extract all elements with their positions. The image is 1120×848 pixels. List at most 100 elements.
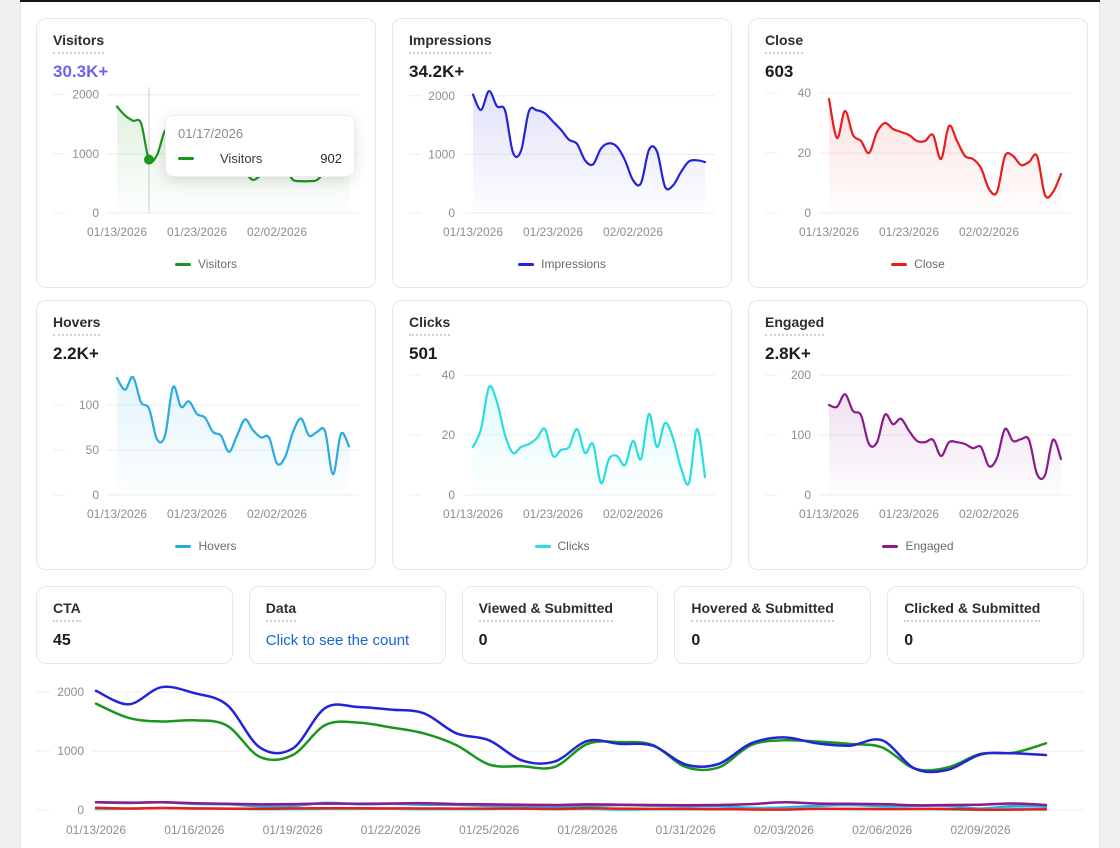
svg-text:02/02/2026: 02/02/2026 [603, 507, 663, 521]
svg-text:2000: 2000 [57, 685, 84, 699]
svg-text:01/28/2026: 01/28/2026 [557, 823, 617, 837]
svg-text:0: 0 [448, 206, 455, 220]
svg-text:02/02/2026: 02/02/2026 [959, 225, 1019, 239]
chart-legend[interactable]: Visitors [53, 257, 359, 273]
metric-card-close[interactable]: Close 603 40 20 0 01/13/2026 01/23/2026 02/02… [748, 18, 1088, 288]
card-title: Hovers [53, 314, 359, 337]
svg-text:01/13/2026: 01/13/2026 [799, 507, 859, 521]
svg-text:02/03/2026: 02/03/2026 [754, 823, 814, 837]
svg-text:02/09/2026: 02/09/2026 [950, 823, 1010, 837]
svg-text:01/13/2026: 01/13/2026 [443, 225, 503, 239]
svg-text:1000: 1000 [428, 148, 455, 162]
metric-value: 30.3K+ [53, 62, 109, 82]
metric-card-engaged[interactable]: Engaged 2.8K+ 200 100 0 01/13/2026 01/23/202… [748, 300, 1088, 570]
svg-text:1000: 1000 [72, 147, 99, 161]
legend-label: Close [914, 257, 945, 271]
svg-text:01/23/2026: 01/23/2026 [523, 225, 583, 239]
stat-card-value: 0 [904, 632, 914, 650]
svg-text:01/25/2026: 01/25/2026 [459, 823, 519, 837]
overview-chart-section: 2000 1000 0 01/13/2026 01/16/2026 01/19/2026 0… [36, 676, 1084, 846]
chart-legend[interactable]: Close [765, 257, 1071, 273]
card-title: Visitors [53, 32, 359, 55]
svg-text:01/23/2026: 01/23/2026 [167, 507, 227, 521]
card-title: Impressions [409, 32, 715, 55]
svg-text:50: 50 [86, 443, 100, 457]
legend-label: Engaged [905, 539, 954, 553]
stat-cards-row: CTA 45 Data Click to see the count Viewe… [36, 586, 1084, 664]
svg-text:01/23/2026: 01/23/2026 [879, 507, 939, 521]
stat-card-title: Hovered & Submitted [691, 600, 854, 623]
metric-line-chart[interactable]: 100 50 0 01/13/2026 01/23/2026 02/02/2026 [53, 367, 359, 525]
top-border-line [20, 0, 1100, 2]
svg-text:01/16/2026: 01/16/2026 [164, 823, 224, 837]
card-title: Close [765, 32, 1071, 55]
metric-card-impressions[interactable]: Impressions 34.2K+ 2000 1000 0 01/13/2026 01… [392, 18, 732, 288]
tooltip-series-dash [178, 157, 194, 160]
svg-text:0: 0 [804, 206, 811, 220]
tooltip-row: Visitors 902 [178, 151, 342, 166]
chart-tooltip: 01/17/2026 Visitors 902 [165, 115, 355, 177]
legend-label: Hovers [198, 539, 237, 553]
stat-card-data: Data Click to see the count [248, 586, 446, 664]
stat-card-value: 0 [691, 632, 701, 650]
legend-dash [174, 262, 191, 266]
metric-card-visitors[interactable]: Visitors 30.3K+ 2000 1000 0 01/13/2026 01/23… [36, 18, 376, 288]
svg-text:01/13/2026: 01/13/2026 [66, 823, 126, 837]
stat-card-value: 45 [53, 632, 71, 650]
svg-text:200: 200 [791, 368, 811, 382]
svg-text:01/13/2026: 01/13/2026 [443, 507, 503, 521]
metric-line-chart[interactable]: 40 20 0 01/13/2026 01/23/2026 02/02/2026 [765, 85, 1071, 243]
metric-value: 501 [409, 344, 438, 364]
stat-card-title: CTA [53, 600, 216, 623]
svg-text:02/02/2026: 02/02/2026 [247, 225, 307, 239]
stat-card-cta: CTA 45 [36, 586, 233, 664]
metric-value: 2.2K+ [53, 344, 99, 364]
svg-text:0: 0 [448, 488, 455, 502]
card-title: Clicks [409, 314, 715, 337]
metric-line-chart[interactable]: 2000 1000 0 01/13/2026 01/23/2026 02/02/2026 [409, 85, 715, 243]
svg-text:20: 20 [798, 146, 812, 160]
stat-card-title: Clicked & Submitted [904, 600, 1067, 623]
svg-text:0: 0 [92, 488, 99, 502]
legend-dash [891, 262, 908, 266]
svg-text:02/02/2026: 02/02/2026 [603, 225, 663, 239]
left-gutter [0, 0, 21, 848]
legend-label: Visitors [197, 257, 238, 271]
svg-text:2000: 2000 [72, 88, 99, 102]
svg-text:40: 40 [798, 86, 812, 100]
chart-legend[interactable]: Engaged [765, 539, 1071, 555]
metric-card-hovers[interactable]: Hovers 2.2K+ 100 50 0 01/13/2026 01/23/2026 0… [36, 300, 376, 570]
stat-card-clicked-submitted: Clicked & Submitted 0 [887, 586, 1084, 664]
svg-text:01/13/2026: 01/13/2026 [799, 225, 859, 239]
metric-value: 2.8K+ [765, 344, 811, 364]
right-scrollbar-gutter[interactable] [1099, 0, 1120, 848]
svg-text:01/22/2026: 01/22/2026 [361, 823, 421, 837]
tooltip-series-label: Visitors [220, 151, 263, 166]
svg-text:100: 100 [791, 428, 811, 442]
stat-card-link[interactable]: Click to see the count [265, 632, 410, 650]
tooltip-series-value: 902 [320, 151, 342, 166]
svg-text:01/23/2026: 01/23/2026 [879, 225, 939, 239]
chart-legend[interactable]: Hovers [53, 539, 359, 555]
svg-text:1000: 1000 [57, 744, 84, 758]
metric-value: 34.2K+ [409, 62, 465, 82]
metric-line-chart[interactable]: 200 100 0 01/13/2026 01/23/2026 02/02/2026 [765, 367, 1071, 525]
svg-text:40: 40 [442, 368, 456, 382]
svg-text:02/06/2026: 02/06/2026 [852, 823, 912, 837]
svg-text:20: 20 [442, 428, 456, 442]
legend-label: Impressions [541, 257, 606, 271]
svg-text:01/31/2026: 01/31/2026 [656, 823, 716, 837]
svg-text:02/02/2026: 02/02/2026 [247, 507, 307, 521]
stat-card-viewed-submitted: Viewed & Submitted 0 [461, 586, 659, 664]
overview-line-chart[interactable]: 2000 1000 0 01/13/2026 01/16/2026 01/19/2026 0… [36, 676, 1084, 846]
legend-dash [882, 544, 899, 548]
chart-legend[interactable]: Clicks [409, 539, 715, 555]
chart-legend[interactable]: Impressions [409, 257, 715, 273]
svg-text:0: 0 [92, 206, 99, 220]
svg-text:2000: 2000 [428, 89, 455, 103]
metric-card-clicks[interactable]: Clicks 501 40 20 0 01/13/2026 01/23/2026 02/0… [392, 300, 732, 570]
svg-text:01/13/2026: 01/13/2026 [87, 507, 147, 521]
legend-dash [518, 262, 535, 266]
svg-text:01/23/2026: 01/23/2026 [167, 225, 227, 239]
metric-line-chart[interactable]: 40 20 0 01/13/2026 01/23/2026 02/02/2026 [409, 367, 715, 525]
